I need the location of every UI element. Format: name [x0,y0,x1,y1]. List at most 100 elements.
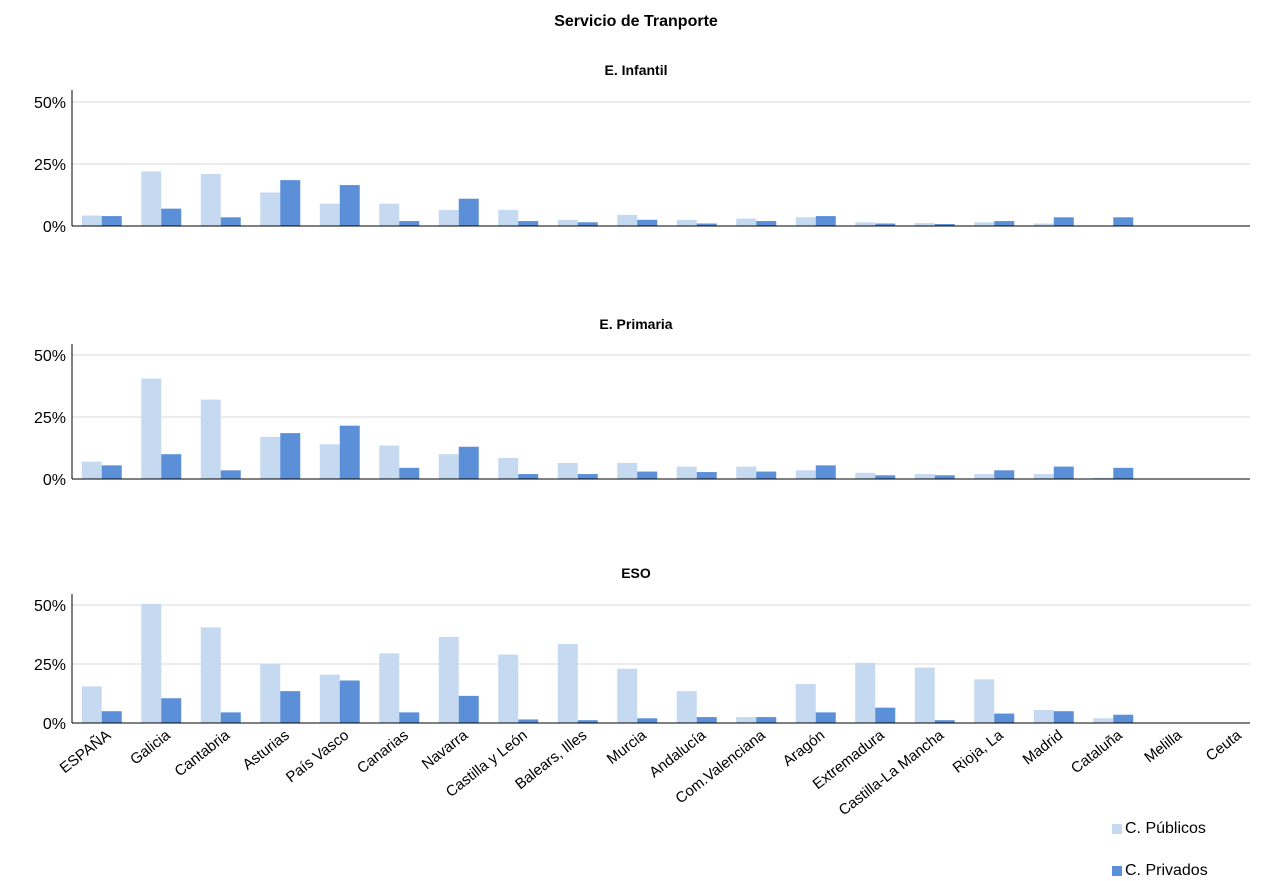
bar-publicos [557,219,578,226]
x-tick-label: ESPAÑA [57,727,115,777]
bar-publicos [557,462,578,479]
bar-publicos [319,444,340,479]
x-tick-label: Aragón [780,727,829,770]
bar-privados [220,217,241,226]
panel-title: ESO [621,565,651,581]
bar-privados [875,475,896,479]
legend-swatch-publicos [1112,824,1122,834]
bar-privados [399,467,420,479]
bar-privados [458,198,479,226]
x-tick-label: Navarra [419,726,472,773]
x-tick-label: Madrid [1020,727,1067,769]
bar-publicos [1033,223,1054,226]
bar-publicos [914,474,935,479]
bar-privados [815,216,836,226]
y-tick-label: 0% [43,716,66,733]
bar-privados [577,474,598,479]
y-tick-label: 25% [34,657,66,674]
y-tick-label: 0% [43,472,66,489]
bar-publicos [81,215,102,226]
x-tick-label: País Vasco [283,727,352,786]
bar-publicos [379,203,400,226]
panel-3: ESO 0% 25% 50% [34,565,1250,733]
x-tick-label: Melilla [1141,726,1185,766]
bar-privados [518,719,539,723]
x-tick-label: Galicia [127,726,174,768]
bar-privados [339,185,360,226]
bar-privados [1113,217,1134,226]
bar-publicos [438,209,459,226]
bar-privados [815,465,836,479]
bar-publicos [557,643,578,723]
bar-publicos [795,217,816,226]
legend-item-publicos: C. Públicos [1112,820,1206,838]
bar-privados [1113,467,1134,479]
bar-privados [161,208,182,226]
bar-publicos [200,399,221,479]
bar-privados [756,221,777,226]
bar-privados [756,717,777,723]
x-tick-label: Cantabria [171,726,233,780]
x-tick-label: Canarias [354,727,412,777]
x-tick-label: Murcia [604,726,650,768]
legend-swatch-privados [1112,866,1122,876]
bar-privados [875,223,896,226]
legend-label-privados: C. Privados [1125,862,1208,879]
bar-publicos [855,662,876,723]
bar-publicos [795,470,816,479]
legend-label-publicos: C. Públicos [1125,820,1206,837]
bar-privados [1053,711,1074,723]
bar-privados [280,180,301,226]
bar-publicos [617,462,638,479]
bar-privados [518,474,539,479]
bar-publicos [1033,710,1054,723]
bar-publicos [498,209,519,226]
x-tick-label: Cataluña [1068,726,1126,777]
bar-publicos [1033,474,1054,479]
x-tick-label: Asturias [240,727,293,774]
panel-title: E. Primaria [599,316,672,332]
bar-publicos [379,445,400,479]
bar-privados [577,720,598,723]
bar-publicos [438,454,459,479]
bar-publicos [319,203,340,226]
bar-privados [934,720,955,723]
bar-privados [1053,466,1074,479]
y-tick-label: 50% [34,95,66,112]
bar-publicos [736,466,757,479]
bar-publicos [438,636,459,723]
bar-publicos [974,222,995,226]
bar-privados [1053,217,1074,226]
bar-privados [101,711,122,723]
bar-privados [339,680,360,723]
bar-privados [637,471,658,479]
bar-publicos [81,686,102,723]
bar-privados [399,712,420,723]
bar-publicos [1093,718,1114,723]
bar-privados [696,223,717,226]
bar-publicos [260,192,281,226]
bar-publicos [141,603,162,723]
bar-privados [220,712,241,723]
bar-privados [756,471,777,479]
bar-privados [994,713,1015,723]
bar-publicos [617,668,638,723]
y-tick-label: 25% [34,157,66,174]
panel-2: E. Primaria 0% 25% 50% [34,316,1250,489]
bar-privados [161,454,182,479]
x-tick-label: Ceuta [1203,726,1246,764]
bar-publicos [260,664,281,723]
bar-privados [696,717,717,723]
bar-publicos [914,667,935,723]
bar-privados [1113,714,1134,723]
y-tick-label: 50% [34,348,66,365]
bar-privados [161,698,182,723]
bar-publicos [200,173,221,226]
bar-publicos [498,654,519,723]
bar-publicos [736,218,757,226]
y-tick-label: 25% [34,410,66,427]
bar-privados [280,691,301,723]
bar-publicos [855,222,876,226]
bar-privados [577,222,598,226]
